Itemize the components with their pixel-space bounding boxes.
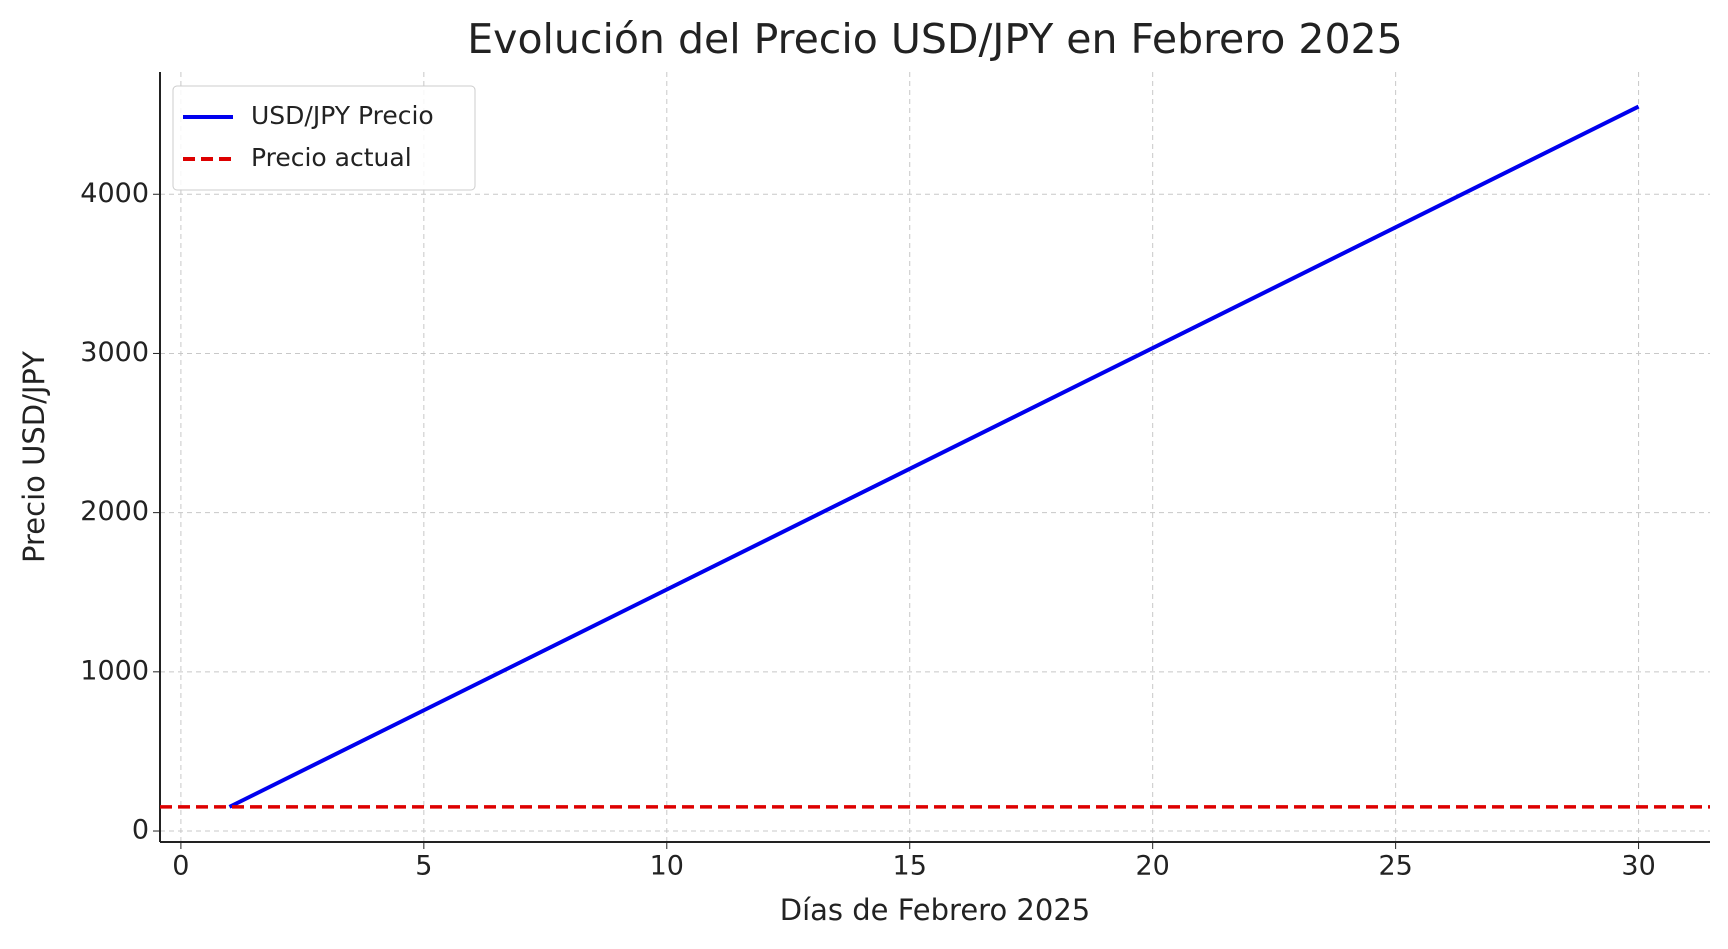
y-axis-label: Precio USD/JPY [17,351,51,563]
legend-label: USD/JPY Precio [251,101,434,130]
y-tick-label: 3000 [80,337,149,368]
legend-box [172,85,476,191]
y-tick-label: 4000 [80,178,149,209]
x-tick-label: 15 [893,851,927,882]
x-axis-label: Días de Febrero 2025 [780,893,1090,927]
y-tick-label: 0 [132,815,149,846]
y-tick-label: 1000 [80,655,149,686]
x-tick-label: 20 [1136,851,1170,882]
x-tick-label: 10 [650,851,684,882]
x-tick-label: 30 [1621,851,1655,882]
x-tick-label: 5 [415,851,432,882]
x-tick-label: 25 [1378,851,1412,882]
data-line [228,104,1640,809]
chart-title: Evolución del Precio USD/JPY en Febrero … [467,15,1402,63]
y-tick-label: 2000 [80,496,149,527]
x-tick-label: 0 [172,851,189,882]
legend-label: Precio actual [251,143,412,172]
